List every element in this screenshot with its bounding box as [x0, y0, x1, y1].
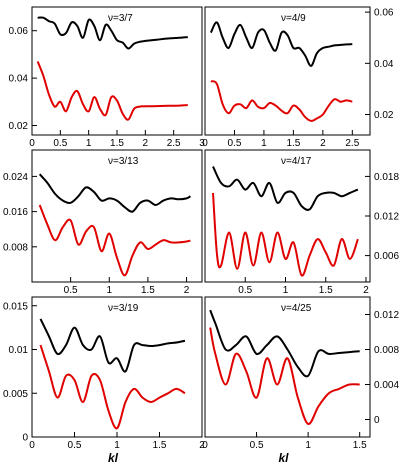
x-tick-label: 3 — [199, 138, 205, 149]
y-tick-label: 0.012 — [374, 212, 399, 223]
nu-label: ν=3/13 — [108, 156, 139, 167]
nu-label: ν=4/9 — [281, 13, 306, 24]
y-tick-label: 0.006 — [374, 251, 399, 262]
y-tick-label: 0.018 — [374, 172, 399, 183]
y-tick-label: 0.06 — [374, 8, 394, 19]
x-axis-label: kl — [108, 451, 119, 465]
y-tick-label: 0.008 — [3, 242, 28, 253]
x-axis-label: kl — [278, 451, 289, 465]
series-line-red — [39, 344, 186, 430]
x-tick-label: 0 — [29, 440, 35, 451]
x-tick-label: 0 — [202, 440, 208, 451]
panel-3: 0.5 1 1.5 2 0.008 0.016 0.024 ν=3/13 — [3, 149, 203, 296]
series-line-red — [212, 192, 359, 277]
x-tick-label: 0.5 — [250, 440, 264, 451]
series-line-black — [209, 21, 353, 67]
series-line-red — [209, 327, 360, 425]
x-tick-label: 2.5 — [167, 138, 181, 149]
x-tick-label: 0.5 — [64, 285, 78, 296]
y-tick-label: 0.06 — [9, 26, 29, 37]
panel-frame — [31, 6, 203, 136]
y-tick-label: 0.04 — [9, 74, 29, 85]
y-tick-label: 0.015 — [3, 301, 28, 312]
panel-6: 0 0.5 1 1.5 0 0.004 0.008 0.012 ν=4/25 kl — [202, 296, 399, 465]
panel-4: 0.5 1 1.5 2 0.006 0.012 0.018 ν=4/17 — [204, 149, 399, 296]
panel-2: 0 0.5 1 1.5 2 2.5 0.02 0.04 0.06 ν=4/9 — [202, 6, 394, 149]
x-tick-label: 2 — [184, 285, 190, 296]
nu-label: ν=4/25 — [281, 303, 312, 314]
x-tick-label: 1.5 — [153, 440, 167, 451]
x-tick-label: 1 — [261, 138, 267, 149]
x-tick-label: 1 — [114, 440, 120, 451]
x-tick-label: 0 — [29, 138, 35, 149]
panel-frame — [204, 296, 371, 438]
y-tick-label: 0.016 — [3, 207, 28, 218]
panel-frame — [31, 296, 203, 438]
nu-label: ν=3/7 — [108, 13, 133, 24]
series-line-black — [38, 173, 191, 213]
y-tick-label: 0.012 — [374, 310, 399, 321]
y-tick-label: 0.005 — [3, 389, 28, 400]
y-tick-label: 0.004 — [374, 380, 399, 391]
x-tick-label: 1 — [106, 285, 112, 296]
x-tick-label: 1.5 — [319, 285, 333, 296]
panel-1: 0 0.5 1 1.5 2 2.5 3 0.02 0.04 0.06 ν=3/7 — [9, 6, 205, 149]
x-tick-label: 1 — [86, 138, 92, 149]
panel-frame — [204, 149, 371, 283]
x-tick-label: 2.5 — [345, 138, 359, 149]
x-tick-label: 1 — [305, 440, 311, 451]
x-tick-label: 0.5 — [53, 138, 67, 149]
y-tick-label: 0 — [22, 433, 28, 444]
y-tick-label: 0.02 — [9, 121, 29, 132]
x-tick-label: 2 — [143, 138, 149, 149]
x-tick-label: 0.5 — [228, 138, 242, 149]
y-tick-label: 0.02 — [374, 110, 394, 121]
panel-frame — [204, 6, 371, 136]
x-tick-label: 1.5 — [286, 138, 300, 149]
y-tick-label: 0.024 — [3, 172, 28, 183]
y-tick-label: 0.01 — [9, 345, 29, 356]
series-line-black — [39, 318, 186, 373]
series-line-red — [36, 61, 188, 121]
x-tick-label: 1.5 — [110, 138, 124, 149]
panel-frame — [31, 149, 203, 283]
nu-label: ν=3/19 — [108, 303, 139, 314]
series-line-black — [209, 309, 360, 378]
series-line-black — [212, 166, 359, 211]
x-tick-label: 2 — [320, 138, 326, 149]
x-tick-label: 0.5 — [68, 440, 82, 451]
x-tick-label: 1.5 — [141, 285, 155, 296]
x-tick-label: 2 — [363, 285, 369, 296]
y-tick-label: 0.008 — [374, 345, 399, 356]
x-tick-label: 1 — [283, 285, 289, 296]
y-tick-label: 0 — [374, 415, 380, 426]
x-tick-label: 1.5 — [353, 440, 367, 451]
y-tick-label: 0.04 — [374, 59, 394, 70]
series-line-black — [37, 16, 188, 50]
series-line-red — [38, 204, 191, 277]
series-line-red — [210, 80, 353, 122]
x-tick-label: 0 — [202, 138, 208, 149]
x-tick-label: 0.5 — [238, 285, 252, 296]
nu-label: ν=4/17 — [281, 156, 312, 167]
x-tick-label: 2 — [199, 440, 205, 451]
